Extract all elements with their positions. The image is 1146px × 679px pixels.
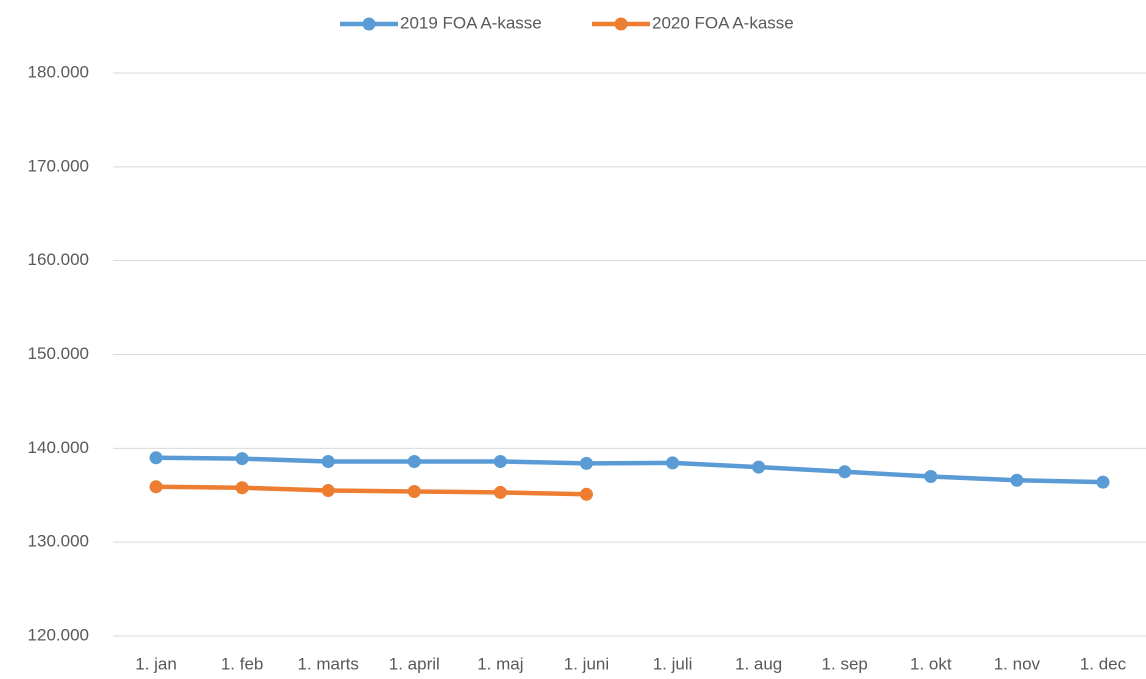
data-point xyxy=(838,465,852,479)
y-tick-label: 170.000 xyxy=(28,156,89,175)
data-point xyxy=(235,452,249,466)
data-point xyxy=(407,484,421,498)
x-tick-label: 1. aug xyxy=(735,654,782,673)
data-point xyxy=(493,485,507,499)
data-point xyxy=(666,456,680,470)
legend-marker xyxy=(362,17,376,31)
y-tick-label: 160.000 xyxy=(28,250,89,269)
data-point xyxy=(149,451,163,465)
data-point xyxy=(752,460,766,474)
x-tick-label: 1. okt xyxy=(910,654,952,673)
legend-label: 2019 FOA A-kasse xyxy=(400,13,542,32)
data-point xyxy=(407,454,421,468)
y-tick-label: 130.000 xyxy=(28,532,89,551)
legend-label: 2020 FOA A-kasse xyxy=(652,13,794,32)
x-tick-label: 1. jan xyxy=(135,654,177,673)
data-point xyxy=(1010,473,1024,487)
x-tick-label: 1. marts xyxy=(298,654,359,673)
data-point xyxy=(321,454,335,468)
data-point xyxy=(924,469,938,483)
y-tick-label: 150.000 xyxy=(28,344,89,363)
data-point xyxy=(149,480,163,494)
data-point xyxy=(579,487,593,501)
data-point xyxy=(1096,475,1110,489)
data-point xyxy=(579,456,593,470)
data-point xyxy=(493,454,507,468)
series-line xyxy=(153,484,589,497)
x-tick-label: 1. april xyxy=(389,654,440,673)
x-tick-label: 1. juli xyxy=(653,654,693,673)
y-tick-label: 120.000 xyxy=(28,625,89,644)
y-tick-label: 180.000 xyxy=(28,62,89,81)
x-tick-label: 1. nov xyxy=(994,654,1041,673)
data-point xyxy=(235,481,249,495)
x-tick-label: 1. sep xyxy=(822,654,868,673)
x-tick-label: 1. dec xyxy=(1080,654,1127,673)
data-point xyxy=(321,484,335,498)
x-tick-label: 1. maj xyxy=(477,654,523,673)
legend-marker xyxy=(614,17,628,31)
y-tick-label: 140.000 xyxy=(28,438,89,457)
series-line xyxy=(153,455,1106,485)
x-tick-label: 1. juni xyxy=(564,654,609,673)
x-tick-label: 1. feb xyxy=(221,654,264,673)
